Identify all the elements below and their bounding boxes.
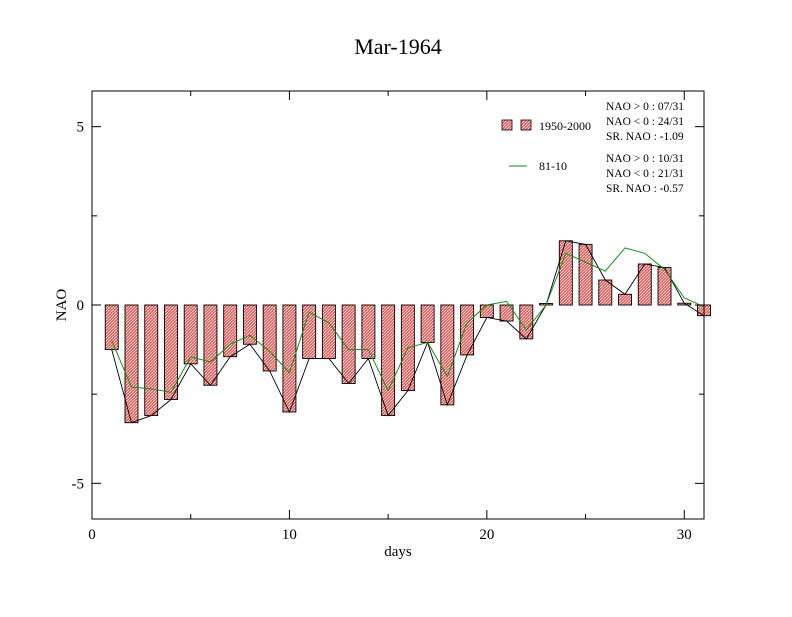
x-tick-label-20: 20 [479,527,494,543]
bar-day-28 [637,263,652,306]
bar-day-1 [104,304,119,351]
bar-day-6 [203,304,218,386]
lines-layer [111,240,705,424]
legend-swatch-bar-right [520,119,532,131]
x-axis-label: days [384,544,412,560]
stat-bars-sr: SR. NAO : -1.09 [606,131,684,143]
x-tick-label-30: 30 [677,527,692,543]
bar-day-20 [479,304,494,318]
ticks-layer: 0 10 20 30 -5 0 5 [72,91,704,543]
stat-line-positive: NAO > 0 : 10/31 [606,153,684,165]
bar-day-5 [183,304,198,365]
stat-bars-positive: NAO > 0 : 07/31 [606,101,684,113]
bar-day-8 [242,304,257,345]
legend-label-bars: 1950-2000 [539,119,591,133]
x-tick-label-0: 0 [88,527,96,543]
bar-day-15 [381,304,396,417]
stat-bars-negative: NAO < 0 : 24/31 [606,116,684,128]
bar-day-3 [144,304,159,417]
bar-connector-line [111,240,705,424]
bar-day-27 [618,293,632,306]
legend: 1950-2000 81-10 NAO > 0 : 07/31 NAO < 0 … [501,101,684,195]
bar-day-12 [321,304,336,359]
stat-line-sr: SR. NAO : -0.57 [606,183,684,195]
bar-day-17 [420,304,435,343]
bar-day-9 [262,304,277,372]
y-tick-label-5: 5 [77,120,85,136]
y-tick-label-0: 0 [77,298,85,314]
bar-day-19 [460,304,475,356]
legend-swatch-bar-left [501,119,513,131]
bars-layer [104,240,711,424]
y-axis-label: NAO [54,289,70,322]
bar-day-29 [657,267,672,306]
bar-day-24 [558,240,573,306]
legend-label-line: 81-10 [539,159,567,173]
bar-day-4 [164,304,178,400]
series-line-81-10 [111,247,705,393]
stat-line-negative: NAO < 0 : 21/31 [606,168,684,180]
chart-title: Mar-1964 [354,34,442,59]
y-tick-label--5: -5 [72,476,85,492]
x-tick-label-10: 10 [282,527,297,543]
bar-day-22 [519,304,534,340]
